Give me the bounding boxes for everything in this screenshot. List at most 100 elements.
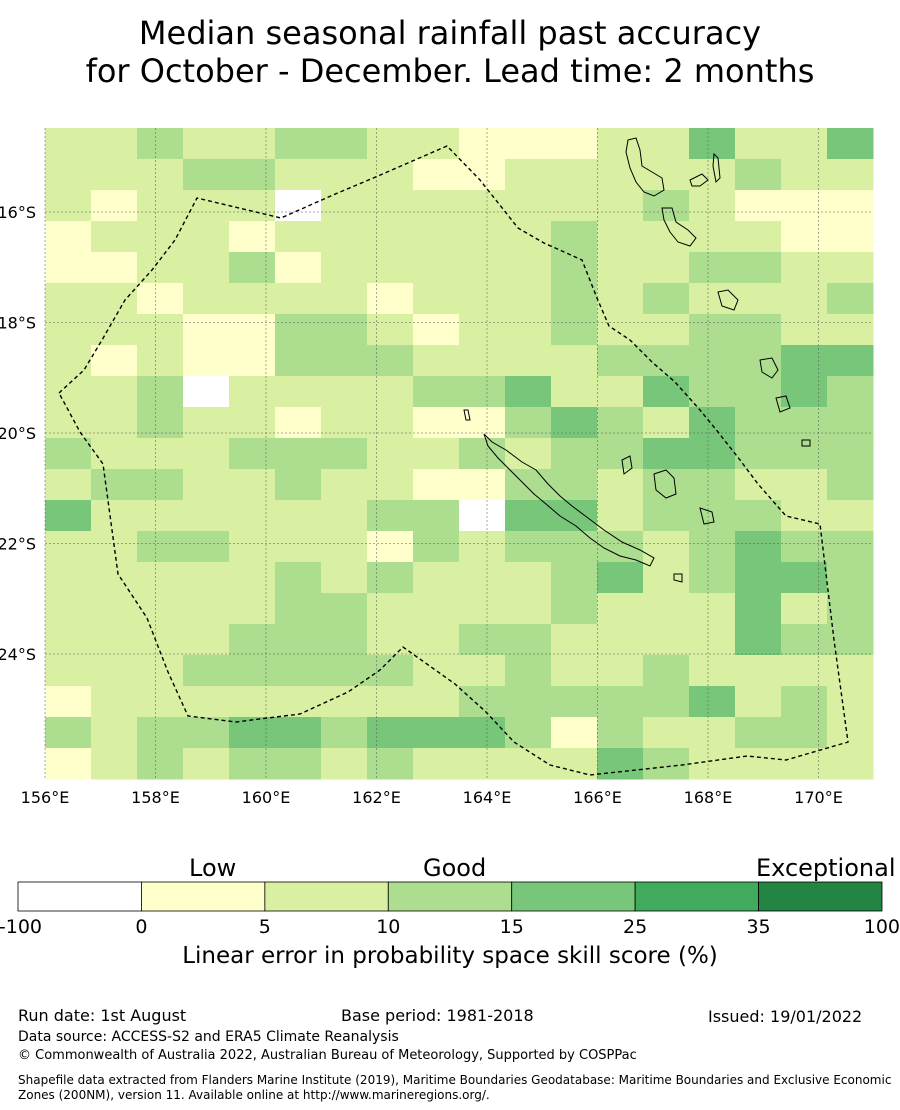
- grid-cell: [413, 407, 460, 439]
- grid-cell: [505, 562, 552, 594]
- grid-cell: [735, 128, 782, 160]
- colorbar-segment: [634, 881, 759, 912]
- grid-cell: [643, 159, 690, 191]
- small-islands-outline: [463, 357, 811, 583]
- new-caledonia-outline: [483, 433, 655, 567]
- grid-cell: [275, 314, 322, 346]
- grid-cell: [321, 624, 368, 656]
- grid-cell: [689, 593, 736, 625]
- grid-cell: [689, 345, 736, 377]
- grid-cell: [781, 469, 828, 501]
- latitude-tick-label: 24°S: [0, 645, 36, 664]
- grid-cell: [459, 469, 506, 501]
- grid-cell: [413, 190, 460, 222]
- grid-cell: [321, 469, 368, 501]
- grid-cell: [183, 221, 230, 253]
- grid-cell: [45, 376, 92, 408]
- land-outlines: [463, 137, 811, 583]
- vanuatu-north-outline: [625, 137, 665, 197]
- grid-cell: [643, 314, 690, 346]
- grid-cell: [551, 438, 598, 470]
- grid-cell: [643, 624, 690, 656]
- grid-cell: [597, 438, 644, 470]
- grid-cell: [229, 531, 276, 563]
- grid-cell: [459, 655, 506, 687]
- grid-cell: [275, 376, 322, 408]
- grid-cell: [229, 283, 276, 315]
- grid-cell: [275, 159, 322, 191]
- grid-cell: [781, 345, 828, 377]
- grid-cell: [229, 500, 276, 532]
- vanuatu-central-outline: [689, 152, 739, 311]
- grid-cell: [413, 469, 460, 501]
- grid-cell: [137, 221, 184, 253]
- colorbar-segment: [387, 881, 513, 912]
- grid-cell: [367, 283, 414, 315]
- grid-cell: [735, 531, 782, 563]
- grid-cell: [505, 438, 552, 470]
- grid-cell: [459, 407, 506, 439]
- grid-cell: [643, 686, 690, 718]
- grid-cell: [597, 624, 644, 656]
- grid-cell: [643, 128, 690, 160]
- grid-cell: [91, 593, 138, 625]
- grid-cell: [321, 128, 368, 160]
- grid-cell: [827, 376, 874, 408]
- grid-cell: [781, 190, 828, 222]
- grid-cell: [45, 438, 92, 470]
- longitude-tick-label: 160°E: [242, 788, 291, 807]
- grid-cell: [459, 593, 506, 625]
- grid-cell: [689, 748, 736, 780]
- grid-cell: [505, 252, 552, 284]
- grid-cell: [45, 624, 92, 656]
- longitude-tick-label: 162°E: [352, 788, 401, 807]
- grid-cell: [229, 190, 276, 222]
- grid-cell: [45, 748, 92, 780]
- grid-cell: [229, 221, 276, 253]
- grid-cell: [735, 624, 782, 656]
- grid-cell: [459, 128, 506, 160]
- grid-cell: [643, 748, 690, 780]
- grid-cell: [229, 159, 276, 191]
- grid-cell: [45, 128, 92, 160]
- grid-cell: [229, 376, 276, 408]
- grid-cell: [275, 345, 322, 377]
- grid-cell: [229, 655, 276, 687]
- grid-cell: [643, 469, 690, 501]
- grid-cell: [827, 407, 874, 439]
- colorbar-segment: [17, 881, 142, 912]
- grid-cell: [229, 407, 276, 439]
- grid-cell: [459, 717, 506, 749]
- grid-cell: [91, 128, 138, 160]
- colorbar-ticks: -100 0 5 10 15 25 35 100: [0, 916, 900, 938]
- grid-cell: [597, 345, 644, 377]
- grid-cell: [91, 190, 138, 222]
- grid-cell: [183, 438, 230, 470]
- grid-cell: [183, 624, 230, 656]
- grid-cell: [183, 717, 230, 749]
- grid-cell: [45, 500, 92, 532]
- grid-cell: [781, 159, 828, 191]
- grid-cell: [459, 531, 506, 563]
- grid-cell: [551, 593, 598, 625]
- colorbar-segment: [511, 881, 636, 912]
- grid-cell: [505, 686, 552, 718]
- grid-cell: [367, 469, 414, 501]
- grid-cell: [689, 686, 736, 718]
- colorbar-segment: [758, 881, 883, 912]
- grid-cell: [229, 686, 276, 718]
- grid-cell: [505, 593, 552, 625]
- grid-cell: [275, 500, 322, 532]
- grid-cell: [643, 562, 690, 594]
- grid-cell: [413, 624, 460, 656]
- grid-cell: [597, 376, 644, 408]
- grid-cell: [321, 717, 368, 749]
- grid-cell: [505, 624, 552, 656]
- grid-cell: [551, 686, 598, 718]
- grid-cell: [643, 252, 690, 284]
- grid-cell: [689, 407, 736, 439]
- grid-cell: [781, 624, 828, 656]
- category-exceptional: Exceptional: [756, 854, 896, 882]
- grid-cell: [597, 407, 644, 439]
- grid-cell: [551, 190, 598, 222]
